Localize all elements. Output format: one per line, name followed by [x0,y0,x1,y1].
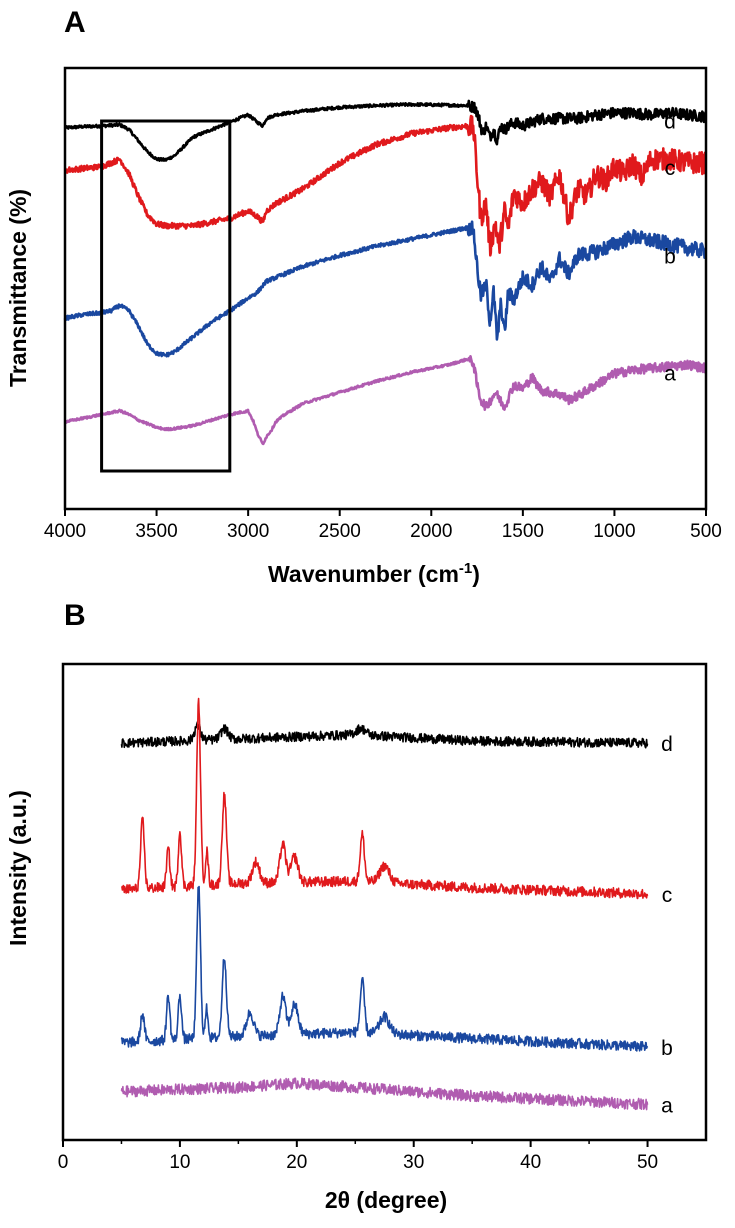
ftir-x-tick-label: 4000 [44,521,86,542]
ftir-series-group [63,99,707,446]
ftir-y-axis-title: Transmittance (%) [5,189,31,387]
xrd-y-axis-title: Intensity (a.u.) [5,790,31,946]
ftir-x-tick-label: 3000 [227,521,269,542]
ftir-series-a-label: a [664,362,676,385]
ftir-series-b-label: b [664,246,676,269]
xrd-series-c-line [121,697,649,900]
xrd-x-tick-label: 20 [286,1152,307,1173]
xrd-plot-frame [61,662,708,1142]
xrd-series-group [120,697,649,1111]
xrd-panel: B d c b a 0 10 20 30 40 50 2θ (degree) Intensity… [5,599,708,1213]
panel-label-b: B [64,599,86,632]
xrd-series-labels: d c b a [661,733,673,1117]
ftir-x-tick-label: 2000 [410,521,452,542]
xrd-series-a-label: a [661,1094,673,1117]
xrd-series-d-label: d [661,733,673,756]
xrd-series-b-line [120,885,649,1052]
xrd-series-a-line [120,1077,649,1111]
xrd-x-tick-label: 50 [637,1152,658,1173]
ftir-x-axis: 4000 3500 3000 2500 2000 1500 1000 500 [44,509,722,542]
ftir-series-c-line [64,114,707,257]
ftir-x-tick-label: 2500 [319,521,361,542]
xrd-series-b-label: b [661,1037,673,1060]
xrd-x-tick-label: 0 [58,1152,69,1173]
highlight-box [100,119,232,473]
panel-label-a: A [64,6,86,39]
xrd-series-d-line [120,720,649,749]
ftir-series-d-label: d [664,111,676,134]
xrd-x-tick-label: 10 [169,1152,190,1173]
ftir-x-tick-label: 1000 [593,521,635,542]
ftir-series-a-line [63,354,707,446]
ftir-series-d-line [63,99,707,162]
ftir-series-c-label: c [665,157,676,180]
ftir-plot-frame [63,66,708,511]
ftir-series-b-line [63,220,707,358]
xrd-x-tick-label: 30 [403,1152,424,1173]
xrd-x-tick-label: 40 [520,1152,541,1173]
ftir-x-tick-label: 3500 [135,521,177,542]
ftir-series-labels: dc b a [664,111,676,386]
xrd-x-axis-title: 2θ (degree) [325,1187,447,1213]
ftir-panel: A dc b a 4000 3500 3000 2500 2000 1500 1000 500 W… [5,6,722,587]
xrd-series-c-label: c [662,884,673,907]
ftir-x-axis-title: Wavenumber (cm-1) [268,560,480,587]
xrd-x-axis: 0 10 20 30 40 50 [58,1140,658,1173]
ftir-x-tick-label: 1500 [502,521,544,542]
ftir-x-tick-label: 500 [690,521,722,542]
